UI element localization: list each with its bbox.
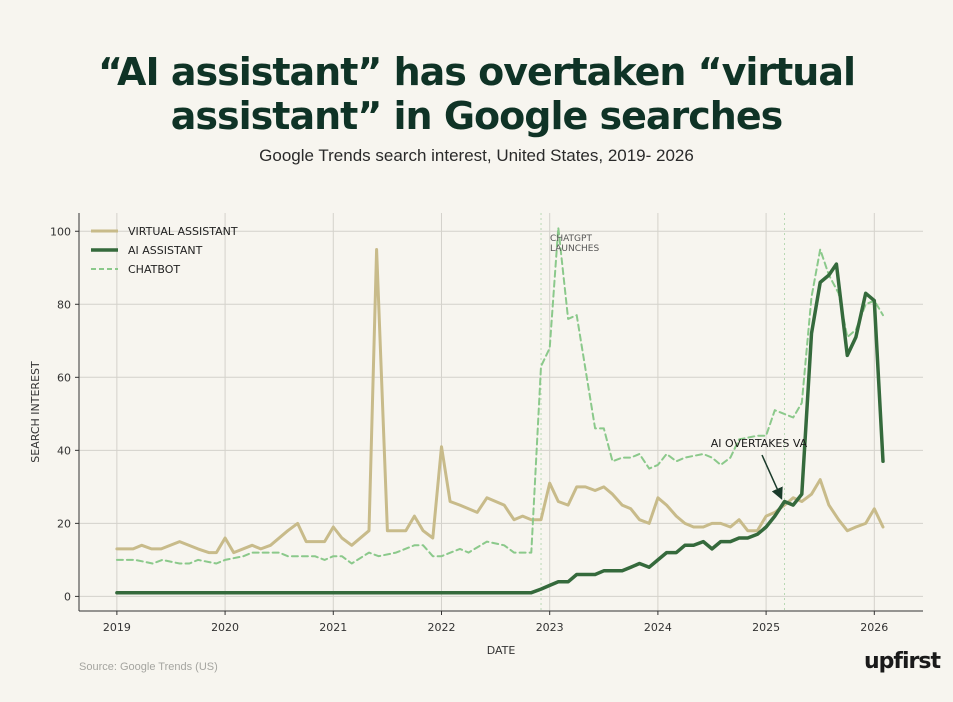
y-tick-label: 100 — [50, 225, 71, 238]
series-line-virtual-assistant — [115, 248, 885, 555]
chatgpt-annotation-text: CHATGPT — [550, 234, 592, 244]
x-tick-label: 2025 — [752, 621, 780, 634]
x-tick-label: 2019 — [103, 621, 131, 634]
x-tick-label: 2023 — [536, 621, 564, 634]
x-axis-label: DATE — [487, 644, 516, 657]
x-tick-label: 2020 — [211, 621, 239, 634]
legend-label: VIRTUAL ASSISTANT — [128, 225, 238, 238]
x-tick-label: 2021 — [319, 621, 347, 634]
brand-logo: upfirst — [864, 649, 941, 674]
y-tick-label: 40 — [57, 444, 71, 457]
chart-subtitle: Google Trends search interest, United St… — [259, 146, 694, 165]
x-tick-label: 2024 — [644, 621, 672, 634]
x-tick-label: 2022 — [427, 621, 455, 634]
chart-title-line1: “AI assistant” has overtaken “virtual — [97, 50, 856, 94]
series-line-ai-assistant — [115, 262, 885, 595]
y-tick-label: 80 — [57, 298, 71, 311]
legend-label: CHATBOT — [128, 263, 180, 276]
y-tick-label: 0 — [64, 590, 71, 603]
x-tick-label: 2026 — [860, 621, 888, 634]
overtake-arrow — [761, 454, 783, 500]
source-note: Source: Google Trends (US) — [79, 661, 218, 673]
legend-label: AI ASSISTANT — [128, 244, 203, 257]
chatgpt-annotation-text: LAUNCHES — [550, 244, 599, 254]
series-line-chatbot — [115, 226, 884, 565]
chart-title-line2: assistant” in Google searches — [170, 94, 783, 138]
y-tick-label: 20 — [57, 517, 71, 530]
chart-title: “AI assistant” has overtaken “virtual as… — [0, 50, 953, 138]
y-axis-label: SEARCH INTEREST — [29, 361, 42, 463]
overtake-annotation-text: AI OVERTAKES VA — [711, 437, 808, 450]
y-tick-label: 60 — [57, 371, 71, 384]
